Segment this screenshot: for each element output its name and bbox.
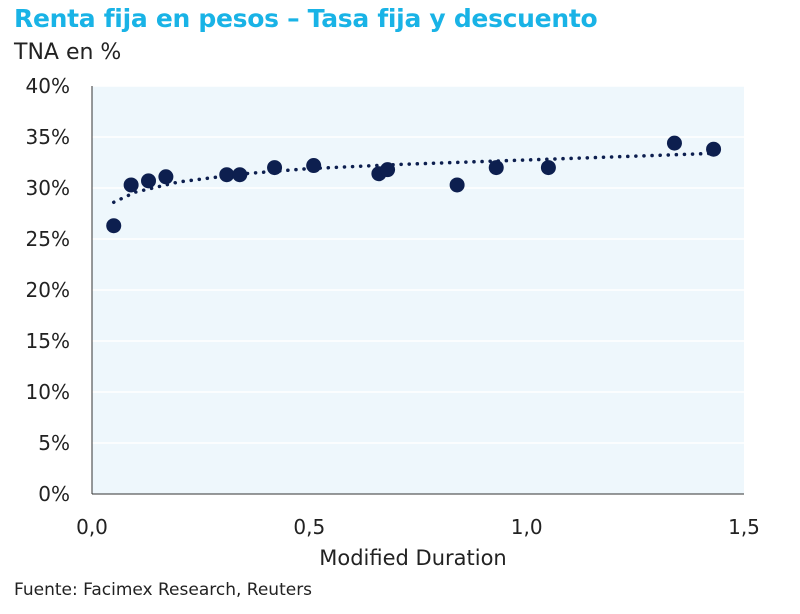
data-points <box>106 135 722 234</box>
data-point <box>158 169 174 185</box>
data-point <box>666 135 682 151</box>
data-point <box>106 218 122 234</box>
data-point <box>219 167 235 183</box>
gridlines <box>92 85 744 444</box>
y-tick-label: 15% <box>26 329 70 353</box>
data-point <box>449 177 465 193</box>
data-point <box>306 158 322 174</box>
y-tick-labels: 0% 5% 10% 15% 20% 25% 30% 35% 40% <box>26 74 70 506</box>
chart-title: Renta fija en pesos – Tasa fija y descue… <box>14 4 598 33</box>
y-tick-label: 25% <box>26 227 70 251</box>
y-tick-label: 10% <box>26 380 70 404</box>
y-tick-label: 35% <box>26 125 70 149</box>
axes <box>91 86 744 495</box>
x-tick-label: 0,0 <box>76 515 108 539</box>
x-tick-label: 1,0 <box>511 515 543 539</box>
x-tick-labels: 0,0 0,5 1,0 1,5 <box>76 515 760 539</box>
x-tick-label: 0,5 <box>293 515 325 539</box>
y-tick-label: 5% <box>38 431 70 455</box>
data-point <box>232 167 248 183</box>
data-point <box>380 162 396 178</box>
x-tick-label: 1,5 <box>728 515 760 539</box>
x-axis-label: Modified Duration <box>319 546 507 570</box>
y-tick-label: 20% <box>26 278 70 302</box>
data-point <box>540 160 556 176</box>
y-tick-label: 0% <box>38 482 70 506</box>
data-point <box>267 160 283 176</box>
data-point <box>706 141 722 157</box>
data-point <box>488 160 504 176</box>
trendline-path <box>111 151 716 205</box>
trendline <box>111 151 716 205</box>
y-tick-label: 40% <box>26 74 70 98</box>
y-tick-label: 30% <box>26 176 70 200</box>
data-point <box>123 177 139 193</box>
data-point <box>141 173 157 189</box>
y-axis-unit-label: TNA en % <box>14 40 122 65</box>
source-note: Fuente: Facimex Research, Reuters <box>14 580 313 600</box>
